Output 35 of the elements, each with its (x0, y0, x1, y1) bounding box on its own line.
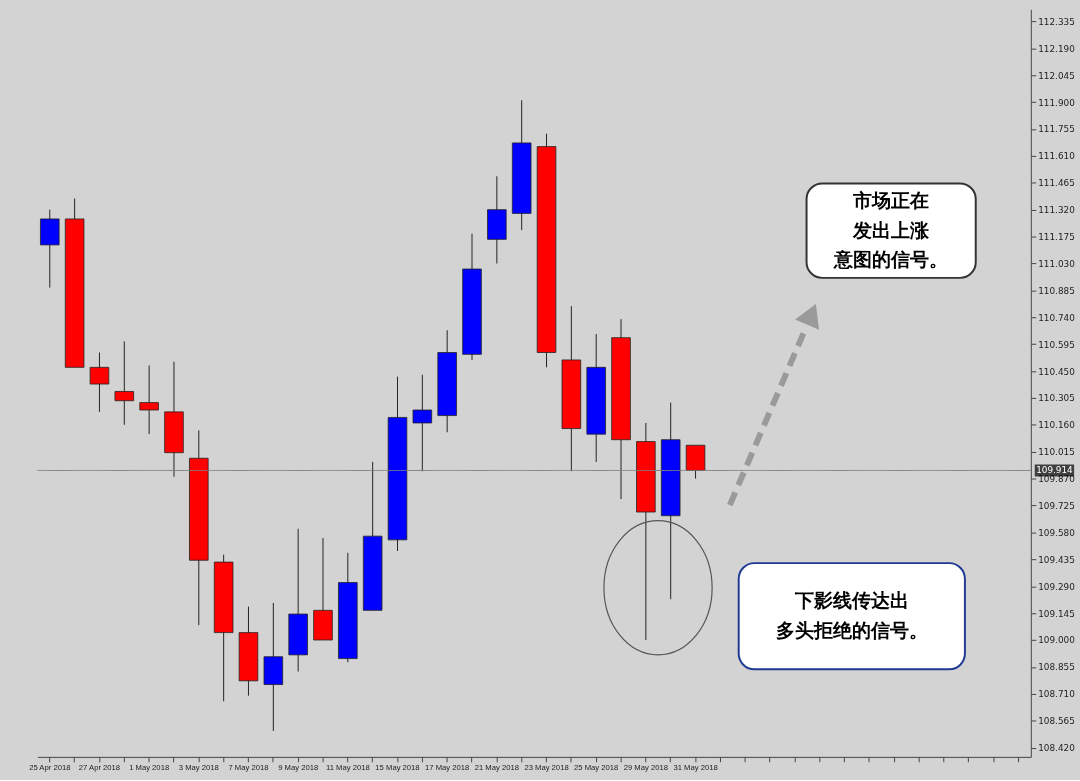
y-tick-label: 109.000 (1038, 635, 1076, 646)
ref-line-label: 109.914 (1036, 465, 1074, 476)
y-tick-label: 111.900 (1038, 97, 1076, 108)
y-tick-label: 110.740 (1038, 312, 1076, 323)
y-tick-label: 110.305 (1038, 393, 1075, 404)
y-tick-label: 108.420 (1038, 743, 1076, 754)
annotation: 下影线传达出多头拒绝的信号。 (775, 590, 928, 641)
y-tick-label: 110.450 (1038, 366, 1076, 377)
y-tick-label: 108.710 (1038, 689, 1076, 700)
y-tick-label: 112.190 (1038, 43, 1076, 54)
y-tick-label: 109.870 (1038, 474, 1076, 485)
annotation: 市场正在发出上涨意图的信号。 (833, 190, 949, 271)
y-tick-label: 109.290 (1038, 581, 1076, 592)
candlestick (412, 374, 433, 472)
y-tick-label: 108.565 (1038, 716, 1075, 727)
y-tick-label: 109.145 (1038, 608, 1075, 619)
y-tick-label: 109.435 (1038, 554, 1075, 565)
y-tick-label: 111.030 (1038, 258, 1076, 269)
y-tick-label: 111.175 (1038, 232, 1075, 243)
y-tick-label: 110.160 (1038, 420, 1076, 431)
y-tick-label: 112.045 (1038, 70, 1075, 81)
y-tick-label: 111.755 (1038, 124, 1075, 135)
y-tick-label: 109.725 (1038, 500, 1075, 511)
y-tick-label: 110.015 (1038, 447, 1075, 458)
y-tick-label: 111.320 (1038, 205, 1076, 216)
y-tick-label: 108.855 (1038, 662, 1075, 673)
y-tick-label: 111.610 (1038, 151, 1076, 162)
candlestick (139, 365, 159, 435)
y-tick-label: 109.580 (1038, 527, 1076, 538)
y-tick-label: 110.885 (1038, 285, 1075, 296)
candlestick (89, 352, 110, 413)
candlestick (114, 340, 135, 426)
y-tick-label: 110.595 (1038, 339, 1075, 350)
y-tick-label: 112.335 (1038, 16, 1075, 27)
y-tick-label: 111.465 (1038, 178, 1075, 189)
